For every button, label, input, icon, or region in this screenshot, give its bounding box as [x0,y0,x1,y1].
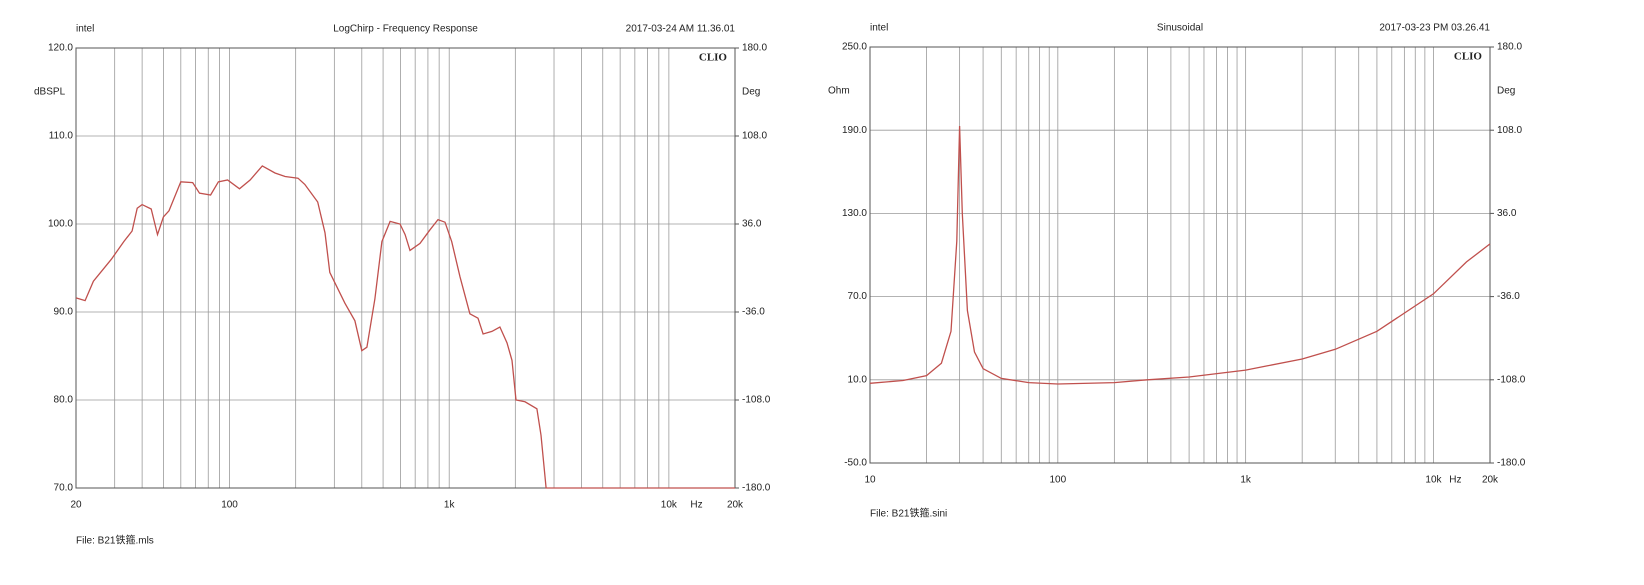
response-curve [869,125,1491,385]
y-tick-label: 80.0 [54,395,74,406]
brand: CLIO [699,52,728,64]
y-tick-label: 100.0 [48,219,73,230]
y2-tick-label: 108.0 [1497,125,1522,136]
y-tick-label: 10.0 [848,374,868,385]
y2-tick-label: -36.0 [742,307,765,318]
x-tick-label: 10k [1425,475,1442,486]
plot-frame [75,47,736,489]
x-tick-label: 20 [70,500,82,511]
x-tick-label: 10k [661,500,678,511]
x-tick-label: 1k [1240,475,1252,486]
y-tick-label: 250.0 [842,42,867,53]
y2-tick-label: 180.0 [1497,42,1522,53]
chart-title: Sinusoidal [1157,23,1203,34]
y2-tick-label: 180.0 [742,43,767,54]
x-tick-label: 100 [221,500,238,511]
chart-title: LogChirp - Frequency Response [333,24,478,35]
y-tick-label: 130.0 [842,208,867,219]
y2-axis-label: Deg [742,87,760,98]
y2-tick-label: -108.0 [1497,374,1526,385]
y-tick-label: 70.0 [848,291,868,302]
y-tick-label: 120.0 [48,43,73,54]
header-left: intel [870,23,888,34]
y-tick-label: 70.0 [54,483,74,494]
x-tick-label: 100 [1049,475,1066,486]
x-axis-label: Hz [690,500,702,511]
x-axis-label: Hz [1449,475,1461,486]
timestamp: 2017-03-23 PM 03.26.41 [1379,23,1490,34]
y2-tick-label: 108.0 [742,131,767,142]
y2-tick-label: 36.0 [1497,208,1517,219]
y-axis-label: Ohm [828,86,850,97]
header-left: intel [76,24,94,35]
y2-tick-label: -180.0 [742,483,771,494]
timestamp: 2017-03-24 AM 11.36.01 [626,24,736,35]
x-tick-label: 20k [727,500,744,511]
response-curve [75,165,735,489]
y2-tick-label: 36.0 [742,219,762,230]
x-tick-label: 1k [444,500,456,511]
y-tick-label: 110.0 [49,131,74,142]
plot-frame [869,46,1491,464]
x-tick-label: 20k [1482,475,1499,486]
y-tick-label: 190.0 [842,125,867,136]
y2-tick-label: -180.0 [1497,458,1526,469]
y2-axis-label: Deg [1497,86,1515,97]
y-tick-label: -50.0 [844,458,867,469]
y-tick-label: 90.0 [54,307,74,318]
y-axis-label: dBSPL [34,87,66,98]
footer: File: B21铁箍.mls [76,534,154,547]
y2-tick-label: -108.0 [742,395,771,406]
footer: File: B21铁箍.sini [870,507,947,520]
x-tick-label: 10 [864,475,876,486]
brand: CLIO [1454,51,1483,63]
y2-tick-label: -36.0 [1497,291,1520,302]
